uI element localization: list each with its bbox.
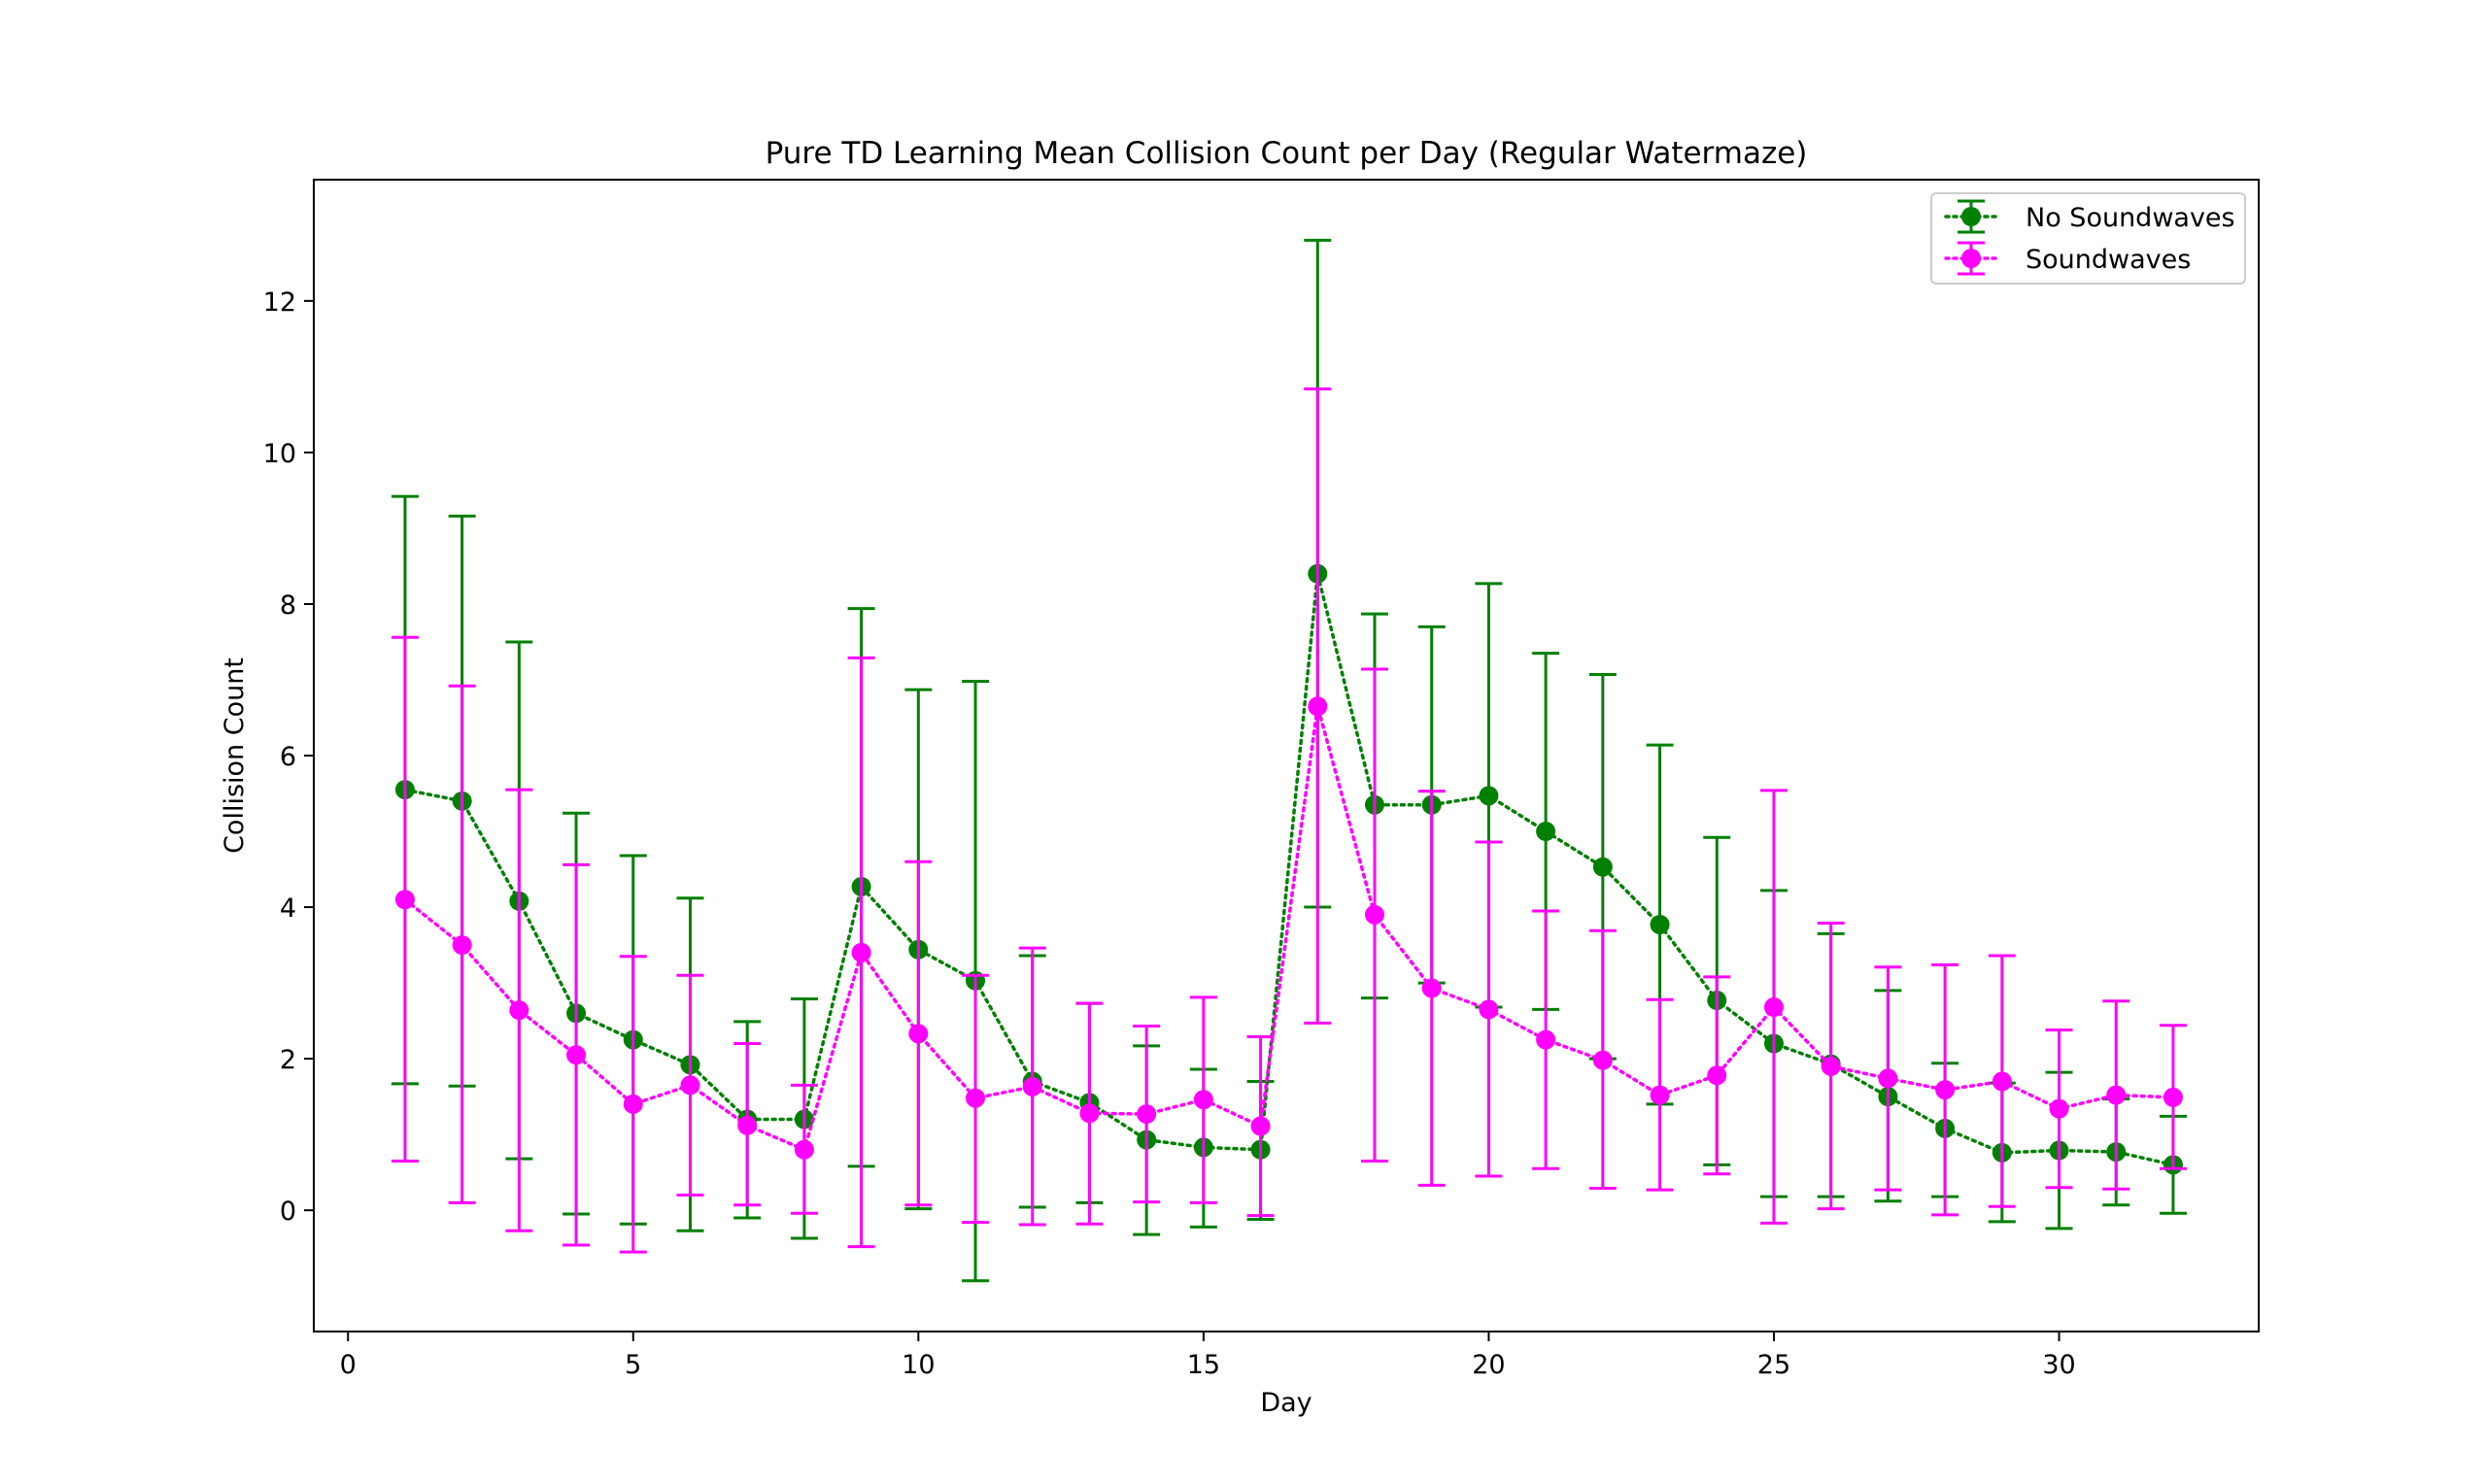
data-point: [1479, 999, 1499, 1020]
data-point: [566, 1045, 587, 1065]
legend-marker: [1961, 249, 1981, 268]
y-tick-label: 10: [263, 439, 296, 469]
data-point: [680, 1075, 700, 1096]
legend-entry: Soundwaves: [1944, 241, 2191, 276]
data-point: [1650, 914, 1670, 934]
data-point: [1536, 822, 1556, 842]
legend-marker: [1961, 207, 1981, 226]
legend-box: [1930, 192, 2246, 285]
x-tick-label: 30: [2042, 1350, 2075, 1380]
data-point: [1592, 1050, 1613, 1070]
legend-label: No Soundwaves: [2026, 203, 2235, 233]
data-point: [966, 1088, 986, 1108]
series-line: [403, 573, 2175, 1167]
y-axis: 0 2 4 6 8 10 12: [263, 287, 314, 1227]
y-tick-label: 6: [280, 742, 296, 772]
series-soundwaves: [391, 387, 2187, 1254]
y-axis-label: Collision Count: [220, 658, 250, 854]
x-tick-label: 15: [1187, 1350, 1220, 1380]
y-tick-label: 12: [263, 287, 296, 318]
x-tick-label: 10: [902, 1350, 935, 1380]
series-line: [403, 705, 2175, 1153]
data-point: [1992, 1071, 2012, 1092]
data-point: [1763, 997, 1784, 1018]
data-point: [1592, 857, 1613, 877]
data-point: [1022, 1076, 1042, 1096]
data-point: [851, 942, 871, 962]
data-point: [1308, 696, 1328, 717]
data-point: [1536, 1029, 1556, 1050]
x-axis: 0 5 10 15 20 25 30: [340, 1332, 2076, 1380]
data-point: [1479, 786, 1499, 806]
data-point: [1193, 1090, 1213, 1110]
data-point: [1650, 1085, 1670, 1105]
data-point: [908, 1024, 929, 1044]
chart-title: Pure TD Learning Mean Collision Count pe…: [766, 136, 1808, 171]
data-point: [1365, 904, 1384, 925]
legend: No Soundwaves Soundwaves: [1930, 192, 2246, 285]
data-point: [1707, 1065, 1727, 1086]
legend-label: Soundwaves: [2026, 245, 2191, 275]
data-point: [2163, 1087, 2183, 1107]
data-point: [1935, 1080, 1956, 1100]
data-point: [737, 1115, 758, 1135]
data-point: [1250, 1116, 1271, 1136]
y-tick-label: 2: [280, 1045, 296, 1075]
data-point: [2106, 1085, 2127, 1105]
data-point: [452, 935, 472, 956]
data-point: [794, 1139, 814, 1160]
x-tick-label: 5: [625, 1350, 641, 1380]
plot-area: [391, 238, 2187, 1283]
legend-entry: No Soundwaves: [1944, 199, 2235, 234]
x-tick-label: 0: [340, 1350, 357, 1380]
data-point: [394, 890, 415, 910]
y-tick-label: 0: [280, 1197, 296, 1227]
x-tick-label: 25: [1757, 1350, 1790, 1380]
y-tick-label: 4: [280, 894, 296, 924]
data-point: [1079, 1103, 1100, 1124]
y-tick-label: 8: [280, 590, 296, 621]
data-point: [1137, 1104, 1157, 1125]
data-point: [509, 1000, 529, 1021]
data-point: [1878, 1068, 1898, 1089]
data-point: [1421, 978, 1442, 998]
data-point: [623, 1094, 643, 1114]
x-tick-label: 20: [1472, 1350, 1505, 1380]
x-axis-label: Day: [1260, 1388, 1312, 1418]
data-point: [1821, 1056, 1841, 1076]
data-point: [2049, 1098, 2069, 1119]
